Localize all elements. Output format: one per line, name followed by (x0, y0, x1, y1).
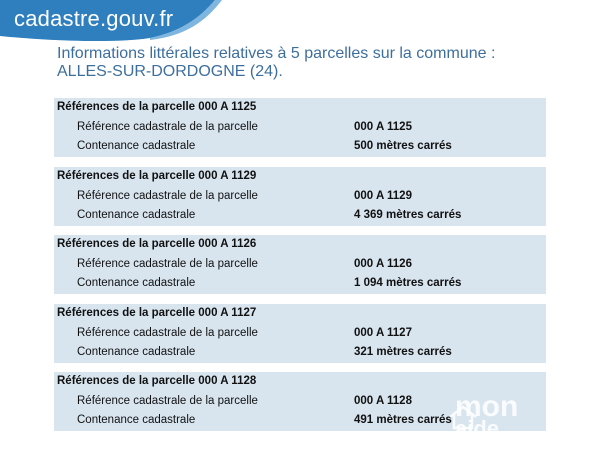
reference-value: 000 A 1127 (354, 326, 412, 339)
parcel-block: Références de la parcelle 000 A 1128 Réf… (54, 372, 546, 431)
contenance-label: Contenance cadastrale (77, 345, 196, 358)
contenance-value: 321 mètres carrés (354, 345, 452, 358)
reference-value: 000 A 1125 (354, 121, 412, 133)
contenance-label: Contenance cadastrale (77, 208, 196, 221)
watermark-line: mon (455, 390, 519, 423)
site-header: cadastre.gouv.fr (0, 0, 600, 44)
parcel-heading: Références de la parcelle 000 A 1126 (57, 238, 257, 250)
header-banner (0, 0, 222, 42)
contenance-value: 500 mètres carrés (354, 140, 452, 152)
reference-value: 000 A 1128 (354, 395, 412, 407)
parcel-block: Références de la parcelle 000 A 1129 Réf… (54, 166, 546, 226)
parcel-block: Références de la parcelle 000 A 1125 Réf… (54, 98, 546, 157)
contenance-label: Contenance cadastrale (77, 414, 196, 426)
watermark-line: aide (455, 416, 500, 441)
parcel-heading: Références de la parcelle 000 A 1129 (57, 169, 257, 182)
watermark-logo: mon aide (455, 390, 519, 441)
contenance-value: 1 094 mètres carrés (354, 277, 462, 289)
parcel-block: Références de la parcelle 000 A 1127 Réf… (54, 303, 546, 363)
reference-label: Référence cadastrale de la parcelle (77, 258, 258, 270)
parcel-block: Références de la parcelle 000 A 1126 Réf… (54, 235, 546, 294)
parcel-heading: Références de la parcelle 000 A 1125 (57, 101, 257, 113)
reference-value: 000 A 1126 (354, 258, 412, 270)
contenance-label: Contenance cadastrale (77, 140, 196, 152)
parcel-list: Références de la parcelle 000 A 1125 Réf… (54, 98, 546, 441)
page-title: Informations littérales relatives à 5 pa… (57, 45, 496, 80)
reference-label: Référence cadastrale de la parcelle (77, 395, 258, 407)
parcel-heading: Références de la parcelle 000 A 1127 (57, 306, 257, 319)
reference-label: Référence cadastrale de la parcelle (77, 121, 258, 133)
contenance-value: 491 mètres carrés (354, 414, 452, 426)
reference-value: 000 A 1129 (354, 189, 412, 202)
reference-label: Référence cadastrale de la parcelle (77, 189, 258, 202)
site-logo[interactable]: cadastre.gouv.fr (14, 6, 174, 31)
contenance-value: 4 369 mètres carrés (354, 208, 462, 221)
reference-label: Référence cadastrale de la parcelle (77, 326, 258, 339)
house-icon (449, 405, 477, 430)
parcel-heading: Références de la parcelle 000 A 1128 (57, 375, 257, 387)
contenance-label: Contenance cadastrale (77, 277, 196, 289)
